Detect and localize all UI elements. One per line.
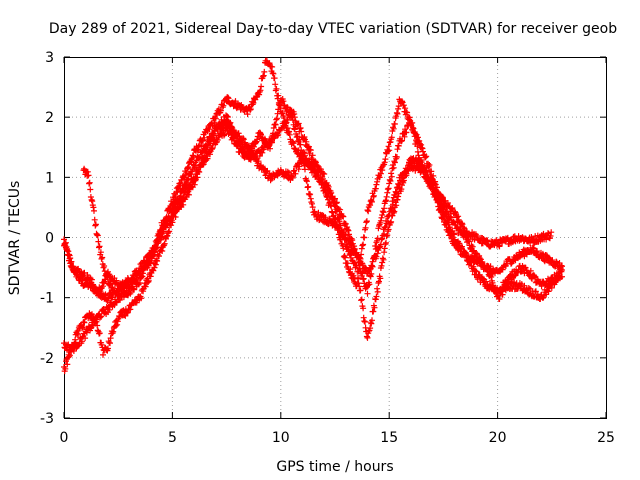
y-tick-label: 0 <box>45 231 54 247</box>
y-tick-label: -2 <box>40 351 54 367</box>
axis-ticks: 0 5 10 15 20 25 -3 -2 -1 0 1 2 3 <box>40 50 615 446</box>
x-tick-label: 5 <box>168 430 177 446</box>
y-tick-label: -3 <box>40 411 54 427</box>
series-marks <box>61 106 565 354</box>
x-tick-label: 0 <box>60 430 69 446</box>
data-marks <box>61 57 565 375</box>
x-tick-label: 25 <box>597 430 615 446</box>
x-tick-label: 10 <box>272 430 290 446</box>
series-marks <box>80 165 117 297</box>
chart-title: Day 289 of 2021, Sidereal Day-to-day VTE… <box>49 21 617 37</box>
y-tick-label: -1 <box>40 291 54 307</box>
series-marks <box>61 116 565 375</box>
series-track-5 <box>80 165 117 297</box>
y-tick-label: 2 <box>45 110 54 126</box>
y-tick-label: 1 <box>45 170 54 186</box>
y-tick-label: 3 <box>45 50 54 66</box>
y-axis-label: SDTVAR / TECUs <box>7 181 23 296</box>
x-axis-label: GPS time / hours <box>276 459 393 475</box>
x-tick-label: 20 <box>489 430 507 446</box>
grid <box>64 57 606 418</box>
x-tick-label: 15 <box>380 430 398 446</box>
series-track-4 <box>61 116 565 375</box>
series-track-3 <box>61 106 565 354</box>
